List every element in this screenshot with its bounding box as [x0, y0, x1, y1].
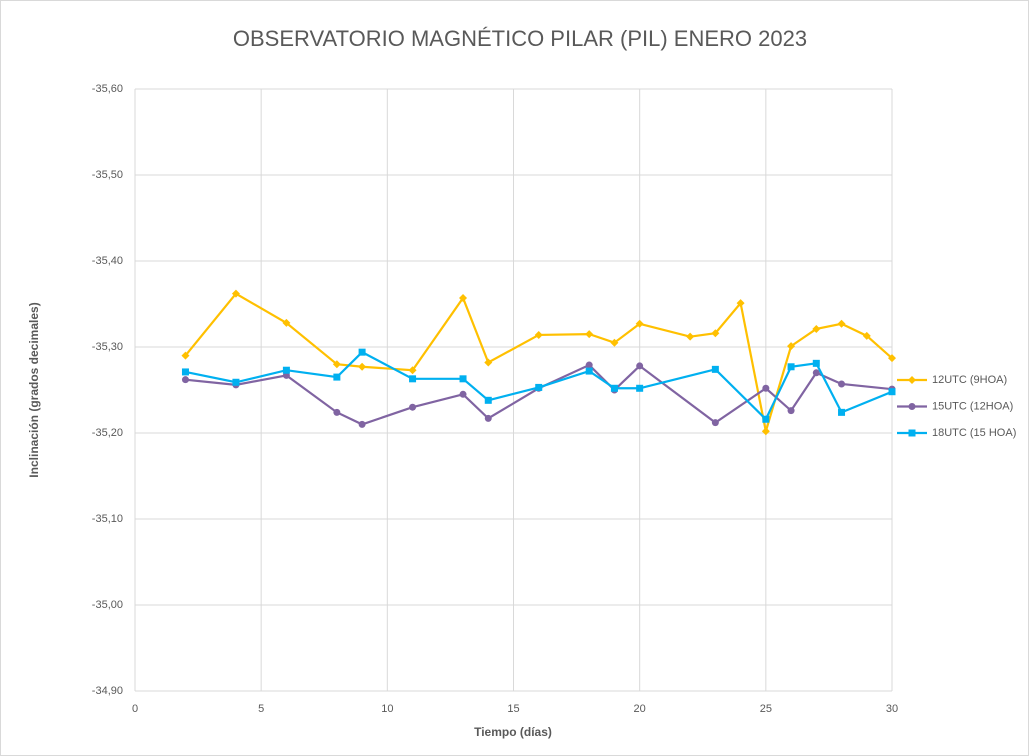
marker [459, 375, 467, 383]
marker [812, 369, 820, 377]
marker [409, 403, 417, 411]
marker [484, 414, 492, 422]
marker [333, 408, 341, 416]
marker [459, 390, 467, 398]
marker [762, 415, 770, 423]
legend-label: 12UTC (9HOA) [932, 374, 1007, 386]
y-axis-label: Inclinación (grados decimales) [27, 302, 41, 477]
marker [535, 383, 543, 391]
marker [332, 360, 341, 369]
chart-title: OBSERVATORIO MAGNÉTICO PILAR (PIL) ENERO… [233, 26, 807, 51]
x-tick-label: 10 [381, 703, 393, 715]
marker [888, 354, 896, 363]
marker [459, 293, 468, 302]
marker [585, 330, 594, 339]
y-tick-label: -35,10 [92, 513, 123, 525]
legend-label: 15UTC (12HOA) [932, 400, 1013, 412]
legend-label: 18UTC (15 HOA) [932, 427, 1016, 439]
marker [181, 376, 189, 384]
marker [837, 319, 846, 328]
marker [358, 348, 366, 356]
x-tick-label: 25 [760, 703, 772, 715]
marker [585, 367, 593, 375]
y-tick-label: -35,20 [92, 427, 123, 439]
x-axis-label: Tiempo (días) [474, 725, 552, 739]
marker [812, 359, 820, 367]
marker [862, 331, 871, 340]
marker [761, 427, 770, 436]
marker [484, 358, 493, 367]
marker [358, 362, 367, 371]
x-tick-label: 0 [132, 703, 138, 715]
marker [484, 396, 492, 404]
marker [838, 408, 846, 416]
marker [635, 319, 644, 328]
marker [333, 373, 341, 381]
legend-marker [908, 403, 916, 410]
marker [181, 351, 190, 360]
marker [358, 420, 366, 428]
y-tick-label: -35,30 [92, 341, 123, 353]
marker [787, 407, 795, 415]
marker [736, 299, 745, 308]
y-tick-label: -35,60 [92, 83, 123, 95]
marker [282, 366, 290, 374]
marker [610, 338, 619, 347]
legend-marker [908, 376, 916, 384]
marker [711, 419, 719, 427]
marker [888, 388, 896, 396]
marker [636, 362, 644, 370]
x-tick-label: 5 [258, 703, 264, 715]
marker [181, 368, 189, 376]
marker [585, 361, 593, 369]
marker [812, 324, 821, 333]
marker [636, 384, 644, 392]
x-tick-label: 30 [886, 703, 898, 715]
marker [787, 342, 796, 351]
marker [787, 363, 795, 371]
legend-marker [908, 429, 916, 437]
y-tick-label: -35,40 [92, 255, 123, 267]
x-tick-label: 20 [634, 703, 646, 715]
marker [838, 380, 846, 388]
x-tick-label: 15 [507, 703, 519, 715]
marker [231, 289, 240, 298]
marker [711, 329, 720, 338]
marker [610, 384, 618, 392]
marker [409, 375, 417, 383]
marker [282, 318, 291, 327]
marker [408, 366, 417, 375]
marker [232, 378, 240, 386]
marker [534, 330, 543, 339]
y-tick-label: -34,90 [92, 685, 123, 697]
y-tick-label: -35,50 [92, 169, 123, 181]
series-line [185, 350, 893, 422]
series-line [185, 363, 893, 426]
y-tick-label: -35,00 [92, 599, 123, 611]
marker [762, 384, 770, 392]
marker [686, 332, 695, 341]
marker [711, 365, 719, 373]
